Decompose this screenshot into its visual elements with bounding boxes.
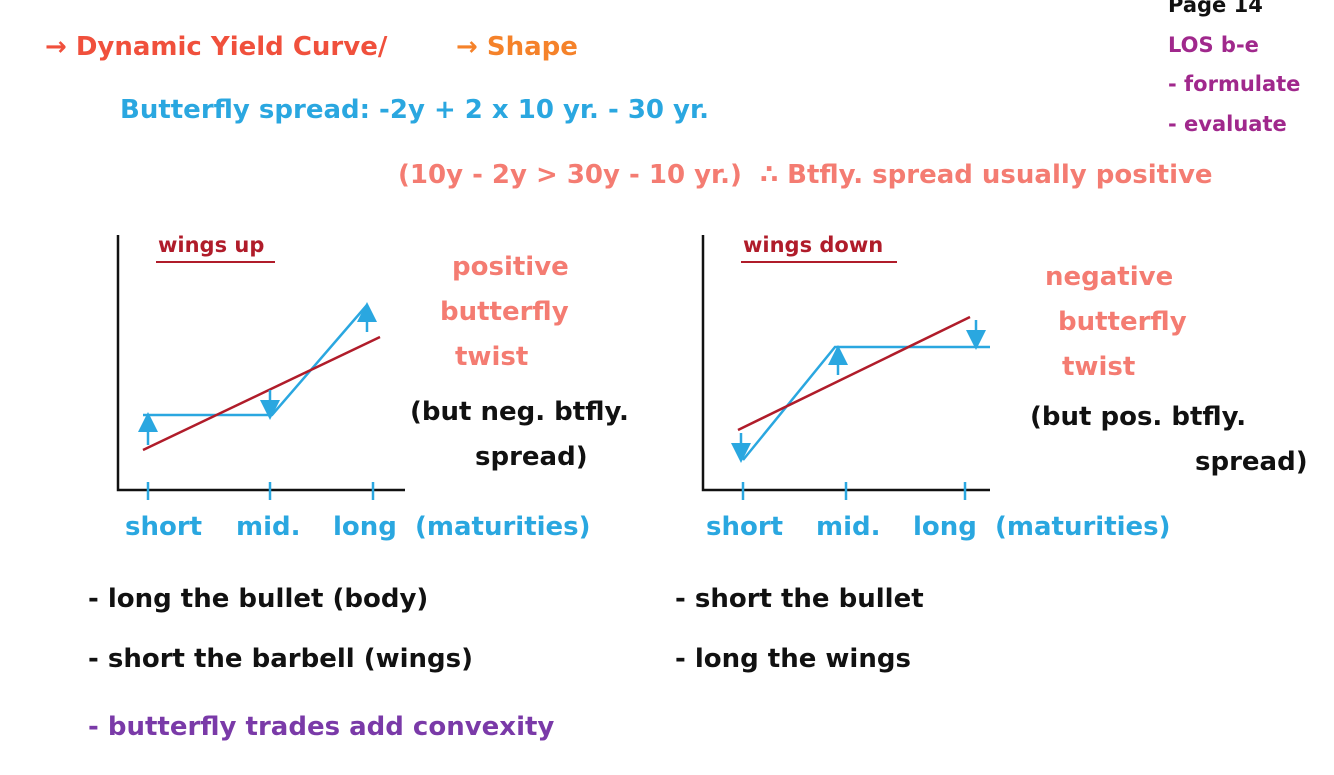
caveat: (but pos. btfly. [1030, 402, 1246, 432]
los-item: - evaluate [1168, 112, 1287, 136]
panel: wings up positive butterfly twist (but n… [88, 233, 629, 674]
conclusion: - butterfly trades add convexity [88, 712, 554, 742]
caveat: (but neg. btfly. [410, 397, 629, 427]
axis-label: long [333, 512, 397, 542]
trade: - long the bullet (body) [88, 584, 428, 614]
trade: - short the bullet [675, 584, 924, 614]
curve-after [742, 345, 990, 461]
axis-label: (maturities) [415, 512, 591, 542]
subtopic: → Shape [456, 32, 578, 62]
panel-title: wings up [158, 233, 264, 257]
trade: - long the wings [675, 644, 911, 674]
description: twist [455, 342, 528, 372]
panel: wings down negative butterfly twist (but… [675, 233, 1308, 674]
trade: - short the barbell (wings) [88, 644, 473, 674]
topic: → Dynamic Yield Curve/ [45, 32, 388, 62]
los-item: - formulate [1168, 72, 1300, 96]
panel-title: wings down [743, 233, 883, 257]
los: LOS b-e [1168, 33, 1259, 57]
axis-label: short [125, 512, 202, 542]
axes [701, 235, 990, 492]
formula: Butterfly spread: -2y + 2 x 10 yr. - 30 … [120, 95, 709, 125]
caveat: spread) [475, 442, 588, 472]
description: butterfly [440, 297, 569, 327]
description: positive [452, 252, 569, 282]
caveat: spread) [1195, 447, 1308, 477]
curve-before [737, 315, 971, 432]
description: twist [1062, 352, 1135, 382]
axes [116, 235, 405, 492]
axis-label: short [706, 512, 783, 542]
description: butterfly [1058, 307, 1187, 337]
description: negative [1045, 262, 1173, 292]
axis-label: long [913, 512, 977, 542]
axis-label: mid. [236, 512, 301, 542]
axis-label: (maturities) [995, 512, 1171, 542]
page-label: Page 14 [1168, 0, 1263, 17]
curve-before [142, 335, 381, 452]
note: (10y - 2y > 30y - 10 yr.) ∴ Btfly. sprea… [398, 160, 1213, 190]
axis-label: mid. [816, 512, 881, 542]
